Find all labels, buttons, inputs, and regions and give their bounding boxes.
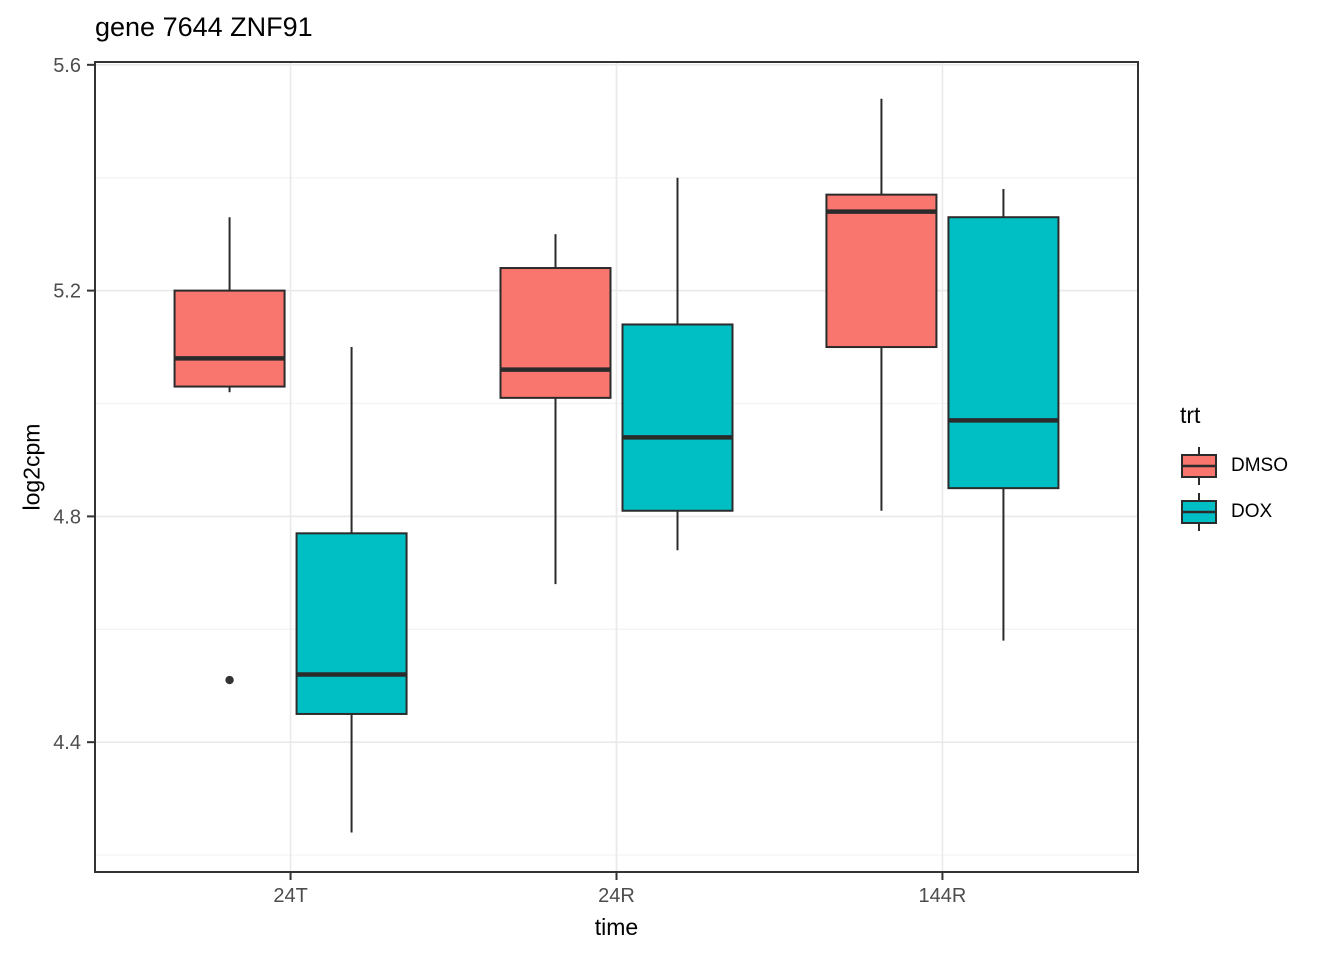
legend-key-boxplot-icon [1181, 493, 1217, 531]
legend-entries: DMSO DOX [1180, 443, 1340, 535]
y-tick-label-5.2: 5.2 [53, 281, 81, 303]
legend-label: DMSO [1231, 455, 1288, 476]
x-tick-label-24R: 24R [598, 885, 635, 907]
legend-label: DOX [1231, 501, 1273, 522]
y-tick-label-4.4: 4.4 [53, 732, 81, 754]
legend: trt DMSO DOX [1180, 402, 1340, 535]
box-DMSO-24T [173, 289, 286, 388]
x-axis-title: time [594, 914, 639, 940]
legend-entry-dmso: DMSO [1180, 443, 1340, 489]
outlier-point-DMSO-24T [225, 675, 234, 685]
x-tick-label-144R: 144R [919, 885, 967, 907]
box-DOX-24T [295, 532, 408, 715]
legend-title: trt [1180, 402, 1201, 428]
legend-key-boxplot-icon [1181, 447, 1217, 485]
box-DOX-144R [947, 216, 1060, 490]
chart-title: gene 7644 ZNF91 [95, 12, 313, 42]
y-tick-label-4.8: 4.8 [53, 506, 81, 528]
y-tick-label-5.6: 5.6 [53, 55, 81, 77]
legend-entry-dox: DOX [1180, 489, 1340, 535]
box-DMSO-144R [825, 193, 938, 349]
x-tick-label-24T: 24T [273, 885, 307, 907]
box-DOX-24R [621, 323, 734, 512]
box-DMSO-24R [499, 267, 612, 399]
